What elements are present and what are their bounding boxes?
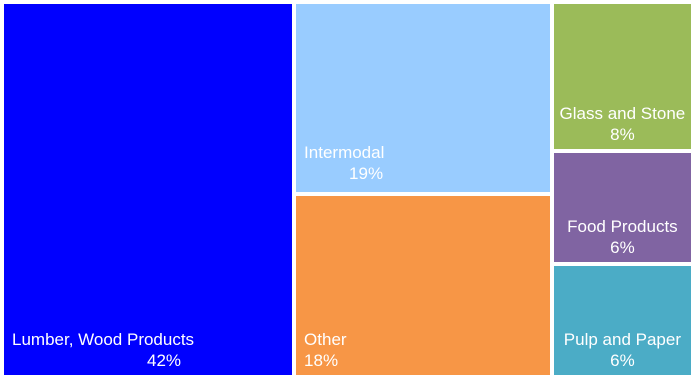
tile-value: 42% (147, 351, 182, 370)
tile-label-pulp-and-paper: Pulp and Paper 6% (554, 329, 691, 371)
tile-name: Lumber, Wood Products (12, 330, 195, 349)
tile-value: 6% (610, 238, 635, 258)
tile-value: 18% (304, 350, 339, 370)
tile-intermodal: Intermodal 19% (296, 4, 550, 193)
tile-name: Intermodal (304, 143, 385, 163)
tile-name: Pulp and Paper (563, 329, 681, 349)
tile-food-products: Food Products 6% (553, 153, 691, 263)
tile-label-food-products: Food Products 6% (554, 216, 691, 258)
tile-pulp-and-paper: Pulp and Paper 6% (553, 266, 691, 375)
tile-name: Glass and Stone (559, 104, 686, 124)
tile-label-glass-and-stone: Glass and Stone 8% (554, 103, 691, 145)
tile-label-intermodal: Intermodal 19% (304, 142, 384, 184)
tile-glass-and-stone: Glass and Stone 8% (553, 4, 691, 150)
tile-name: Food Products (567, 217, 678, 237)
tile-value: 6% (610, 350, 635, 370)
tile-other: Other 18% (296, 196, 550, 375)
tile-label-other: Other 18% (304, 329, 347, 371)
tile-value: 8% (610, 125, 635, 145)
tile-value: 19% (349, 164, 384, 184)
tile-name: Other (304, 329, 347, 349)
tile-label-lumber-wood-products: Lumber, Wood Products 42% (12, 329, 194, 371)
tile-lumber-wood-products: Lumber, Wood Products 42% (4, 4, 293, 375)
